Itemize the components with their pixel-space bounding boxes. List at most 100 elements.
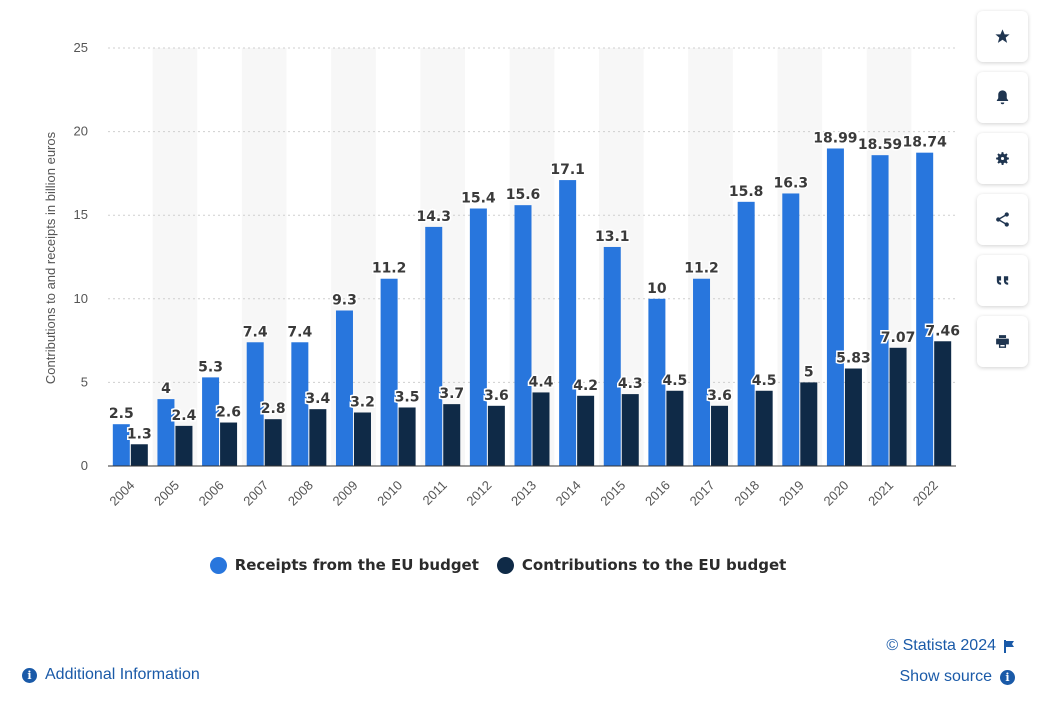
x-tick-label: 2006 [196, 478, 227, 509]
bar-contributions[interactable] [755, 390, 773, 466]
bar-contributions[interactable] [577, 395, 595, 466]
x-tick-label: 2022 [910, 478, 941, 509]
legend-item-contributions[interactable]: Contributions to the EU budget [496, 556, 786, 574]
data-label-receipts: 7.4 [287, 324, 312, 340]
data-label-contributions: 7.07 [881, 330, 916, 346]
data-label-receipts: 5.3 [198, 359, 223, 375]
x-tick-label: 2010 [374, 478, 405, 509]
data-label-receipts: 10 [647, 281, 667, 297]
bar-receipts[interactable] [112, 424, 130, 466]
x-tick-label: 2004 [106, 478, 137, 509]
print-icon [996, 335, 1009, 348]
copyright-credit[interactable]: © Statista 2024 [886, 637, 1015, 655]
notification-button[interactable] [977, 72, 1028, 123]
bar-contributions[interactable] [487, 405, 505, 466]
data-label-receipts: 14.3 [416, 209, 451, 225]
bar-receipts[interactable] [514, 205, 532, 466]
data-label-receipts: 2.5 [109, 406, 134, 422]
bar-receipts[interactable] [603, 246, 621, 466]
bar-contributions[interactable] [711, 405, 729, 466]
bar-contributions[interactable] [844, 368, 862, 466]
bar-contributions[interactable] [889, 347, 907, 466]
x-tick-label: 2017 [687, 478, 718, 509]
bar-contributions[interactable] [175, 425, 193, 466]
x-tick-label: 2013 [508, 478, 539, 509]
bars: 2.5 1.3 42.4 5.3 2.6 7.4 2.8 7.4 3.4 9.3 3.2 11.2 3.… [107, 129, 961, 467]
bar-receipts[interactable] [693, 278, 711, 466]
data-label-receipts: 4 [161, 381, 171, 397]
bar-receipts[interactable] [157, 399, 175, 466]
x-tick-label: 2014 [553, 478, 584, 509]
bar-contributions[interactable] [220, 422, 238, 466]
data-label-contributions: 4.4 [529, 374, 554, 390]
data-label-receipts: 17.1 [550, 162, 585, 178]
bar-chart: 0 5 10 15 20 25 Contributions to and receipts… [43, 40, 961, 509]
gear-icon [996, 152, 1009, 165]
bar-contributions[interactable] [309, 409, 327, 466]
data-label-contributions: 3.7 [439, 386, 464, 402]
x-tick-label: 2015 [597, 478, 628, 509]
print-button[interactable] [977, 316, 1028, 367]
bar-contributions[interactable] [621, 394, 639, 466]
bar-contributions[interactable] [666, 390, 684, 466]
share-button[interactable] [977, 194, 1028, 245]
data-label-contributions: 2.8 [261, 401, 286, 417]
data-label-contributions: 7.46 [925, 323, 960, 339]
bar-contributions[interactable] [800, 382, 818, 466]
bar-receipts[interactable] [737, 201, 755, 466]
data-label-receipts: 11.2 [372, 261, 407, 277]
data-label-contributions: 1.3 [127, 426, 152, 442]
x-tick-label: 2012 [463, 478, 494, 509]
x-axis-ticks: 2004 2005 2006 2007 2008 2009 2010 2011 2012 2013… [106, 478, 940, 509]
bar-receipts[interactable] [335, 310, 353, 466]
bar-receipts[interactable] [202, 377, 220, 466]
bar-receipts[interactable] [291, 342, 309, 466]
data-label-contributions: 5 [804, 364, 814, 380]
show-source-link[interactable]: Show source i [899, 668, 1015, 686]
info-icon: i [22, 667, 37, 683]
y-tick-label: 25 [74, 40, 88, 55]
bar-receipts[interactable] [559, 180, 577, 466]
bar-contributions[interactable] [934, 341, 952, 466]
bar-contributions[interactable] [532, 392, 550, 466]
x-tick-label: 2007 [240, 478, 271, 509]
legend-item-receipts[interactable]: Receipts from the EU budget [209, 556, 479, 574]
bar-contributions[interactable] [264, 419, 282, 466]
additional-information-link[interactable]: i Additional Information [22, 666, 200, 684]
data-label-contributions: 4.2 [573, 378, 598, 394]
y-tick-label: 0 [81, 458, 88, 473]
show-source-text: Show source [899, 668, 993, 685]
bar-receipts[interactable] [246, 342, 264, 466]
y-axis-ticks: 0 5 10 15 20 25 [74, 40, 88, 473]
x-tick-label: 2011 [419, 478, 449, 508]
bar-receipts[interactable] [380, 278, 398, 466]
bar-receipts[interactable] [916, 152, 934, 466]
bar-contributions[interactable] [398, 407, 416, 466]
bar-receipts[interactable] [826, 148, 844, 467]
share-icon [996, 212, 1009, 227]
info-icon: i [1000, 669, 1015, 685]
bar-receipts[interactable] [469, 208, 487, 466]
legend-marker-receipts [209, 556, 227, 574]
x-tick-label: 2020 [820, 478, 851, 509]
cite-button[interactable] [977, 255, 1028, 306]
favorite-button[interactable] [977, 11, 1028, 62]
bar-contributions[interactable] [353, 412, 371, 466]
data-label-contributions: 3.6 [707, 388, 732, 404]
x-tick-label: 2018 [731, 478, 762, 509]
bar-receipts[interactable] [782, 193, 800, 467]
y-tick-label: 20 [74, 124, 88, 139]
data-label-receipts: 15.4 [461, 191, 496, 207]
bar-receipts[interactable] [425, 226, 443, 466]
flag-icon [1004, 639, 1014, 653]
settings-button[interactable] [977, 133, 1028, 184]
data-label-contributions: 3.5 [395, 389, 420, 405]
data-label-receipts: 11.2 [684, 261, 719, 277]
bar-receipts[interactable] [871, 155, 889, 466]
quote-icon [996, 276, 1009, 285]
bar-contributions[interactable] [443, 404, 461, 466]
data-label-contributions: 2.6 [216, 405, 241, 421]
bar-receipts[interactable] [648, 298, 666, 466]
bar-contributions[interactable] [130, 444, 148, 466]
data-label-receipts: 16.3 [774, 175, 809, 191]
